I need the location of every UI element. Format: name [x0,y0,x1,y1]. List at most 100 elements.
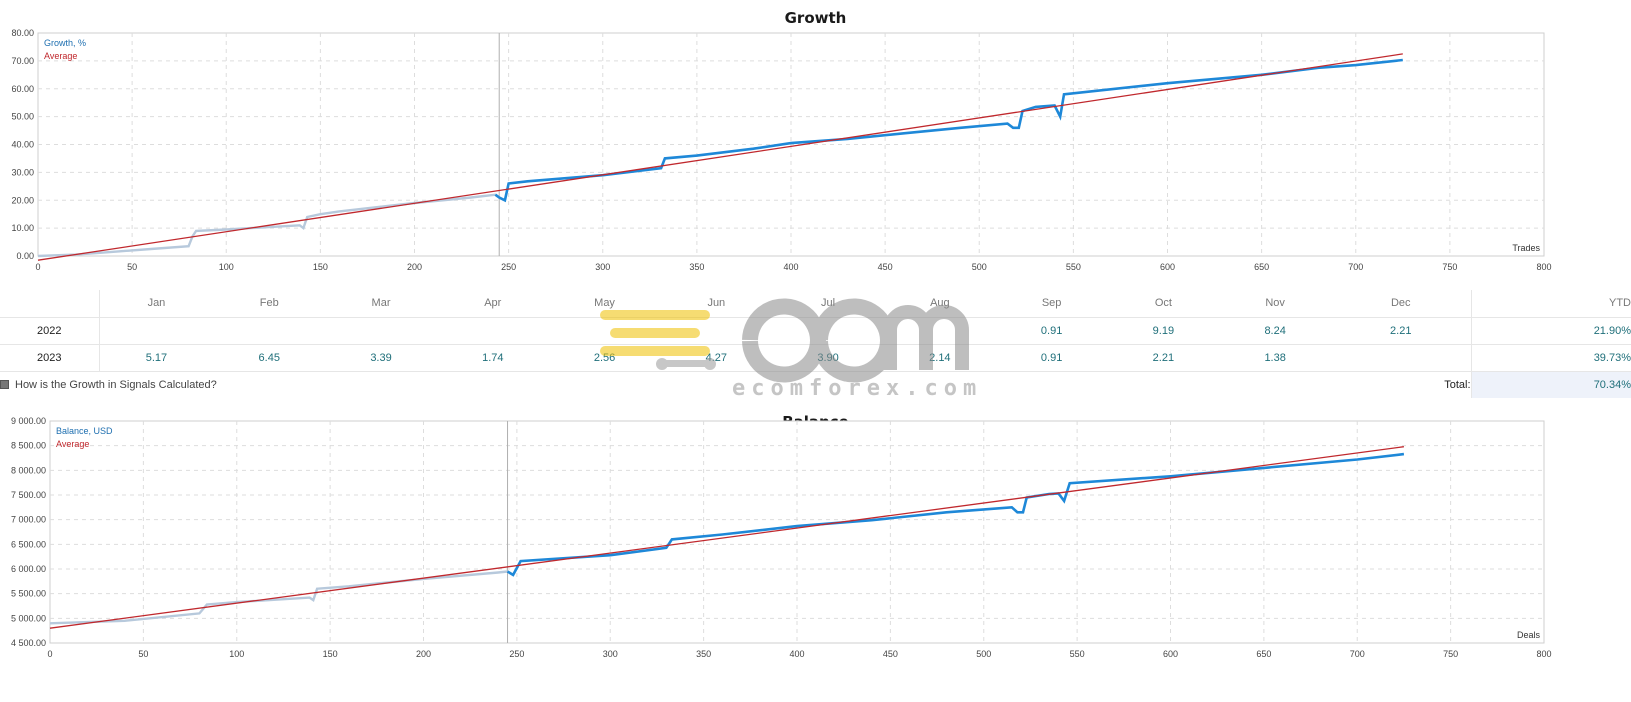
month-value-cell [1331,344,1471,372]
month-header: Dec [1331,290,1471,318]
x-tick-label: 800 [1536,262,1551,272]
x-tick-label: 100 [229,649,244,659]
ytd-value-cell: 39.73% [1470,344,1631,372]
legend-entry: Balance, USD [56,426,113,436]
x-tick-label: 350 [696,649,711,659]
month-value-cell [883,317,996,345]
x-axis-label: Deals [1517,630,1541,640]
y-tick-label: 10.00 [11,223,34,233]
month-value-cell: 0.91 [995,344,1108,372]
x-tick-label: 550 [1066,262,1081,272]
series-line-past [49,570,508,625]
month-value-cell: 2.56 [548,344,661,372]
x-tick-label: 50 [138,649,148,659]
x-tick-label: 500 [972,262,987,272]
series-line-average [49,446,1404,629]
x-axis-label: Trades [1512,243,1540,253]
x-tick-label: 150 [323,649,338,659]
series-line-growth- [494,58,1403,203]
y-tick-label: 5 500.00 [11,589,46,599]
total-value: 70.34% [1470,371,1631,398]
month-value-cell: 9.19 [1107,317,1220,345]
month-value-cell [99,317,214,345]
month-value-cell: 4.27 [660,344,773,372]
month-header: Aug [883,290,996,318]
monthly-table-header: Jan Feb Mar Apr May Jun Jul Aug Sep Oct … [0,290,1631,318]
series-line-balance-usd [506,452,1405,577]
x-tick-label: 600 [1163,649,1178,659]
legend-entry: Average [44,51,77,61]
x-tick-label: 700 [1348,262,1363,272]
month-value-cell [436,317,549,345]
x-tick-label: 750 [1442,262,1457,272]
month-value-cell: 1.38 [1219,344,1332,372]
month-value-cell: 3.90 [772,344,884,372]
table-row: 2022 0.91 9.19 8.24 2.21 21.90% [0,317,1631,345]
x-tick-label: 250 [509,649,524,659]
month-value-cell: 1.74 [436,344,549,372]
month-value-cell [548,317,661,345]
y-tick-label: 70.00 [11,56,34,66]
month-header: May [548,290,661,318]
x-tick-label: 200 [416,649,431,659]
month-header: Oct [1107,290,1220,318]
x-tick-label: 150 [313,262,328,272]
month-value-cell [772,317,884,345]
series-line-average [37,53,1403,261]
x-tick-label: 350 [689,262,704,272]
x-tick-label: 450 [883,649,898,659]
y-tick-label: 7 000.00 [11,515,46,525]
month-value-cell: 2.21 [1107,344,1220,372]
watermark-text: ecomforex.com [732,376,983,401]
month-value-cell: 2.21 [1331,317,1471,345]
month-value-cell: 2.14 [883,344,996,372]
month-header: Mar [325,290,437,318]
month-header: Jun [660,290,773,318]
x-tick-label: 650 [1256,649,1271,659]
x-tick-label: 550 [1070,649,1085,659]
y-tick-label: 4 500.00 [11,638,46,648]
x-tick-label: 50 [127,262,137,272]
table-footer-row: How is the Growth in Signals Calculated?… [0,371,1631,398]
month-header: Sep [995,290,1108,318]
growth-faq-link[interactable]: How is the Growth in Signals Calculated? [0,371,1331,398]
y-tick-label: 9 000.00 [11,416,46,426]
month-value-cell: 8.24 [1219,317,1332,345]
month-value-cell [325,317,437,345]
y-tick-label: 8 000.00 [11,465,46,475]
month-value-cell: 6.45 [213,344,326,372]
x-tick-label: 500 [976,649,991,659]
y-tick-label: 6 000.00 [11,564,46,574]
x-tick-label: 700 [1350,649,1365,659]
x-tick-label: 250 [501,262,516,272]
ytd-header: YTD [1470,290,1631,318]
x-tick-label: 100 [219,262,234,272]
x-tick-label: 450 [878,262,893,272]
year-cell: 2022 [0,317,100,345]
legend-entry: Growth, % [44,38,86,48]
y-tick-label: 0.00 [16,251,34,261]
y-tick-label: 40.00 [11,140,34,150]
x-tick-label: 800 [1536,649,1551,659]
x-tick-label: 400 [783,262,798,272]
month-header: Nov [1219,290,1332,318]
x-tick-label: 400 [789,649,804,659]
y-tick-label: 5 000.00 [11,613,46,623]
y-tick-label: 60.00 [11,84,34,94]
x-tick-label: 300 [603,649,618,659]
month-header: Apr [436,290,549,318]
month-value-cell: 3.39 [325,344,437,372]
x-tick-label: 750 [1443,649,1458,659]
month-value-cell: 0.91 [995,317,1108,345]
x-tick-label: 200 [407,262,422,272]
x-tick-label: 600 [1160,262,1175,272]
ytd-value-cell: 21.90% [1470,317,1631,345]
y-tick-label: 8 500.00 [11,441,46,451]
y-tick-label: 20.00 [11,195,34,205]
month-header: Jul [772,290,884,318]
year-column-header [0,290,100,318]
y-tick-label: 50.00 [11,112,34,122]
x-tick-label: 0 [35,262,40,272]
growth-faq-label: How is the Growth in Signals Calculated? [15,378,217,391]
total-label: Total: [1444,378,1471,391]
